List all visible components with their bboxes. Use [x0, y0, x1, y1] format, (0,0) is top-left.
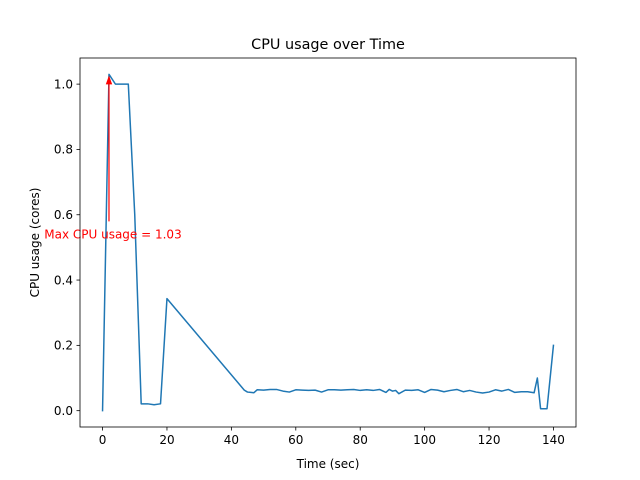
x-tick-label: 100: [413, 433, 436, 447]
x-tick-label: 140: [542, 433, 565, 447]
y-tick-label: 0.4: [54, 273, 73, 287]
y-tick-label: 0.0: [54, 404, 73, 418]
x-tick-label: 40: [224, 433, 239, 447]
plot-area: [101, 73, 555, 412]
axes-frame: [79, 57, 577, 428]
y-tick-label: 0.2: [54, 339, 73, 353]
y-axis-ticks: 0.0 0.2 0.4 0.6 0.8 1.0: [54, 77, 80, 418]
chart-title: CPU usage over Time: [251, 37, 405, 53]
max-annotation: Max CPU usage = 1.03: [44, 75, 182, 241]
x-axis-label: Time (sec): [296, 457, 360, 471]
y-tick-label: 0.6: [54, 208, 73, 222]
annotation-label: Max CPU usage = 1.03: [44, 227, 181, 241]
x-tick-label: 80: [353, 433, 368, 447]
y-tick-label: 0.8: [54, 143, 73, 157]
x-tick-label: 120: [478, 433, 501, 447]
x-tick-label: 60: [288, 433, 303, 447]
y-axis-label: CPU usage (cores): [28, 188, 42, 298]
y-tick-label: 1.0: [54, 77, 73, 91]
x-tick-label: 20: [159, 433, 174, 447]
x-tick-label: 0: [99, 433, 107, 447]
series-line-cpu-usage: [101, 73, 555, 412]
annotation-arrow-head: [105, 75, 113, 85]
x-axis-ticks: 0 20 40 60 80 100 120 140: [99, 427, 565, 447]
